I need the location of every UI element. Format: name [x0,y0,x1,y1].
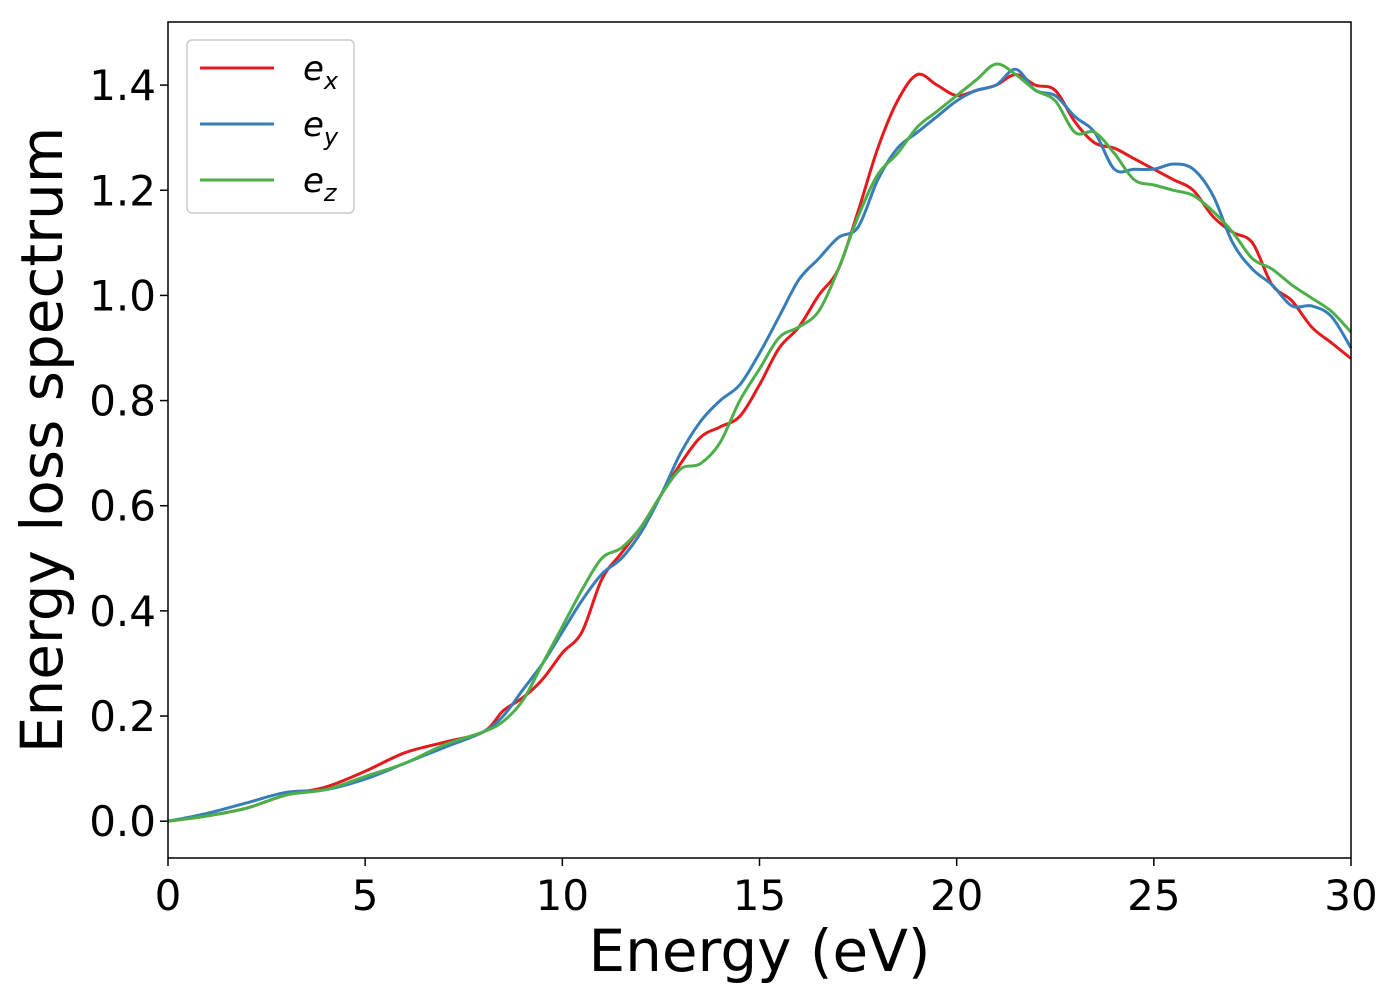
x-tick-label: 5 [352,871,379,920]
y-tick-label: 1.4 [89,61,156,110]
legend-label-base: e [303,105,324,145]
legend-label-base: e [303,161,324,201]
plot-background [168,22,1351,858]
legend-label-sub: x [323,67,339,95]
x-tick-label: 20 [930,871,983,920]
y-axis-label: Energy loss spectrum [8,127,76,753]
legend-label-sub: z [323,179,338,207]
legend-label-x: ex [303,49,339,95]
y-tick-label: 0.6 [89,482,156,531]
x-tick-label: 15 [733,871,786,920]
legend-box [186,39,355,214]
x-tick-label: 30 [1324,871,1377,920]
x-tick-label: 0 [155,871,182,920]
legend-label-z: ez [303,161,338,207]
x-axis-ticks: 0 5 10 15 20 25 30 [155,858,1378,920]
legend-label-sub: y [323,123,339,151]
x-tick-label: 25 [1127,871,1180,920]
series-line-z [167,62,1353,823]
x-axis-label: Energy (eV) [588,917,930,985]
series-layer [167,62,1353,823]
y-tick-label: 0.4 [89,587,156,636]
legend-label-base: e [303,49,324,89]
series-line-y [167,67,1353,823]
y-axis-ticks: 0.0 0.2 0.4 0.6 0.8 1.0 1.2 1.4 [89,61,168,846]
legend-label-y: ey [303,105,339,151]
y-tick-label: 0.0 [89,797,156,846]
y-tick-label: 0.2 [89,692,156,741]
y-tick-label: 1.0 [89,271,156,320]
y-tick-label: 1.2 [89,166,156,215]
x-tick-label: 10 [536,871,589,920]
y-tick-label: 0.8 [89,377,156,426]
